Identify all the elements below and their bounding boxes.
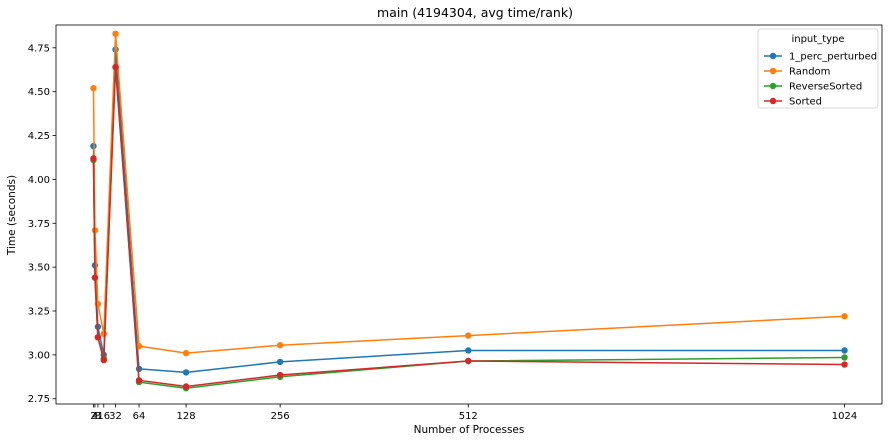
series-line [92, 33, 845, 354]
data-point [465, 332, 472, 339]
data-point [276, 358, 284, 366]
data-point [276, 342, 284, 349]
plot-frame [55, 24, 883, 405]
data-point [841, 347, 848, 354]
legend-entry: Sorted [789, 97, 822, 108]
y-tick-label: 4.75 [28, 43, 50, 54]
x-tick-label: 16 [97, 411, 110, 422]
x-tick-label: 32 [109, 411, 122, 422]
data-point [182, 383, 190, 390]
data-point [135, 377, 143, 384]
data-point [90, 155, 97, 162]
x-tick-label: 64 [133, 411, 146, 422]
y-tick-label: 3.50 [28, 263, 50, 274]
series-line [92, 48, 845, 374]
series-line [92, 66, 845, 388]
x-tick-label: 256 [271, 411, 290, 422]
y-tick-label: 2.75 [28, 394, 50, 405]
data-point [100, 330, 107, 338]
data-point [182, 349, 190, 357]
data-point [90, 84, 97, 92]
series-line [92, 66, 845, 389]
y-axis-label: Time (seconds) [6, 175, 18, 256]
legend-entry: Random [789, 67, 830, 78]
legend-swatch-marker [769, 97, 777, 105]
data-point [91, 274, 99, 281]
legend-title: input_type [791, 34, 844, 45]
data-point [465, 347, 472, 354]
data-point [465, 357, 472, 365]
legend-entry: ReverseSorted [789, 82, 862, 93]
data-point [841, 361, 848, 368]
data-point [135, 342, 143, 350]
data-point [112, 30, 119, 37]
data-point [182, 369, 190, 376]
legend-box [757, 28, 879, 109]
y-tick-label: 4.50 [28, 87, 50, 98]
x-tick-label: 128 [177, 411, 196, 422]
data-point [841, 354, 848, 361]
data-point [112, 63, 119, 71]
data-point [841, 313, 848, 320]
y-tick-label: 3.25 [28, 307, 50, 318]
legend-swatch-marker [769, 52, 777, 60]
x-tick-label: 8 [95, 411, 101, 422]
legend-entry: 1_perc_perturbed [789, 52, 877, 63]
legend-swatch-marker [769, 82, 777, 90]
y-tick-label: 4.00 [28, 175, 50, 186]
x-tick-label: 4 [92, 411, 98, 422]
chart-title: main (4194304, avg time/rank) [377, 5, 573, 20]
x-tick-label: 1024 [832, 411, 857, 422]
y-tick-label: 3.75 [28, 219, 50, 230]
y-tick-label: 4.25 [28, 131, 50, 142]
x-axis-label: Number of Processes [414, 424, 525, 436]
y-tick-label: 3.00 [28, 350, 50, 361]
data-point [276, 371, 284, 379]
legend-swatch-marker [769, 67, 777, 75]
data-point [100, 356, 107, 364]
x-tick-label: 2 [90, 411, 96, 422]
x-tick-label: 512 [459, 411, 478, 422]
data-point [94, 334, 102, 341]
